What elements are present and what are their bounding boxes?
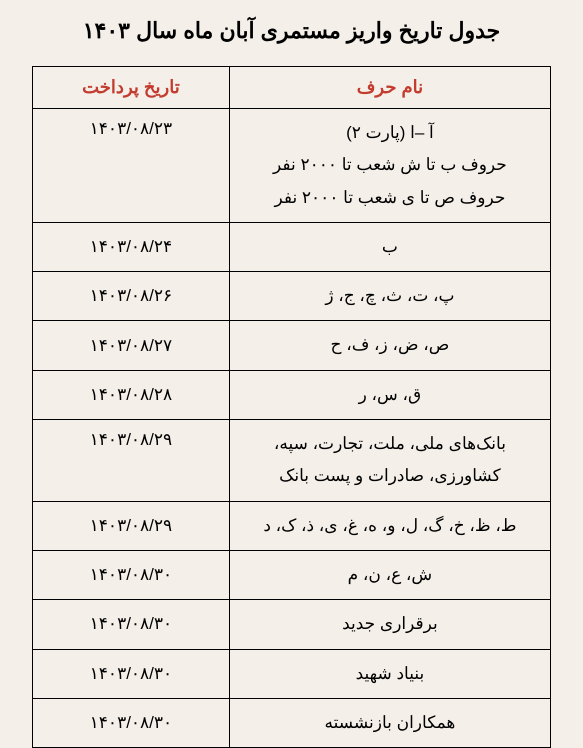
cell-name: همکاران بازنشسته: [229, 698, 550, 747]
table-row: آ –ا (پارت ۲)حروف ب تا ش شعب تا ۲۰۰۰ نفر…: [33, 109, 551, 223]
table-row: ش، ع، ن، م۱۴۰۳/۰۸/۳۰: [33, 550, 551, 599]
page-title: جدول تاریخ واریز مستمری آبان ماه سال ۱۴۰…: [32, 18, 551, 44]
cell-name: ش، ع، ن، م: [229, 550, 550, 599]
cell-name: برقراری جدید: [229, 600, 550, 649]
table-row: پ، ت، ث، چ، ج، ژ۱۴۰۳/۰۸/۲۶: [33, 272, 551, 321]
cell-date: ۱۴۰۳/۰۸/۳۰: [33, 649, 230, 698]
cell-date: ۱۴۰۳/۰۸/۳۰: [33, 698, 230, 747]
table-row: بانک‌های ملی، ملت، تجارت، سپه،کشاورزی، ص…: [33, 420, 551, 502]
cell-date: ۱۴۰۳/۰۸/۳۰: [33, 550, 230, 599]
col-header-date: تاریخ پرداخت: [33, 67, 230, 109]
cell-date: ۱۴۰۳/۰۸/۲۸: [33, 370, 230, 419]
payment-table: نام حرف تاریخ پرداخت آ –ا (پارت ۲)حروف ب…: [32, 66, 551, 748]
cell-date: ۱۴۰۳/۰۸/۲۹: [33, 501, 230, 550]
cell-name: ط، ظ، خ، گ، ل، و، ه، غ، ی، ذ، ک، د: [229, 501, 550, 550]
cell-date: ۱۴۰۳/۰۸/۲۳: [33, 109, 230, 223]
page: جدول تاریخ واریز مستمری آبان ماه سال ۱۴۰…: [0, 0, 583, 634]
table-row: ط، ظ، خ، گ، ل، و، ه، غ، ی، ذ، ک، د۱۴۰۳/۰…: [33, 501, 551, 550]
table-row: همکاران بازنشسته۱۴۰۳/۰۸/۳۰: [33, 698, 551, 747]
table-row: ص، ض، ز، ف، ح۱۴۰۳/۰۸/۲۷: [33, 321, 551, 370]
cell-date: ۱۴۰۳/۰۸/۲۷: [33, 321, 230, 370]
col-header-name: نام حرف: [229, 67, 550, 109]
table-row: ق، س، ر۱۴۰۳/۰۸/۲۸: [33, 370, 551, 419]
table-row: برقراری جدید۱۴۰۳/۰۸/۳۰: [33, 600, 551, 649]
table-row: ب۱۴۰۳/۰۸/۲۴: [33, 222, 551, 271]
cell-name: بنیاد شهید: [229, 649, 550, 698]
cell-date: ۱۴۰۳/۰۸/۲۴: [33, 222, 230, 271]
cell-name: ب: [229, 222, 550, 271]
cell-date: ۱۴۰۳/۰۸/۳۰: [33, 600, 230, 649]
cell-date: ۱۴۰۳/۰۸/۲۹: [33, 420, 230, 502]
cell-name: ص، ض، ز، ف، ح: [229, 321, 550, 370]
cell-name: ق، س، ر: [229, 370, 550, 419]
cell-name: پ، ت، ث، چ، ج، ژ: [229, 272, 550, 321]
table-row: بنیاد شهید۱۴۰۳/۰۸/۳۰: [33, 649, 551, 698]
cell-name: بانک‌های ملی، ملت، تجارت، سپه،کشاورزی، ص…: [229, 420, 550, 502]
cell-date: ۱۴۰۳/۰۸/۲۶: [33, 272, 230, 321]
cell-name: آ –ا (پارت ۲)حروف ب تا ش شعب تا ۲۰۰۰ نفر…: [229, 109, 550, 223]
table-header-row: نام حرف تاریخ پرداخت: [33, 67, 551, 109]
